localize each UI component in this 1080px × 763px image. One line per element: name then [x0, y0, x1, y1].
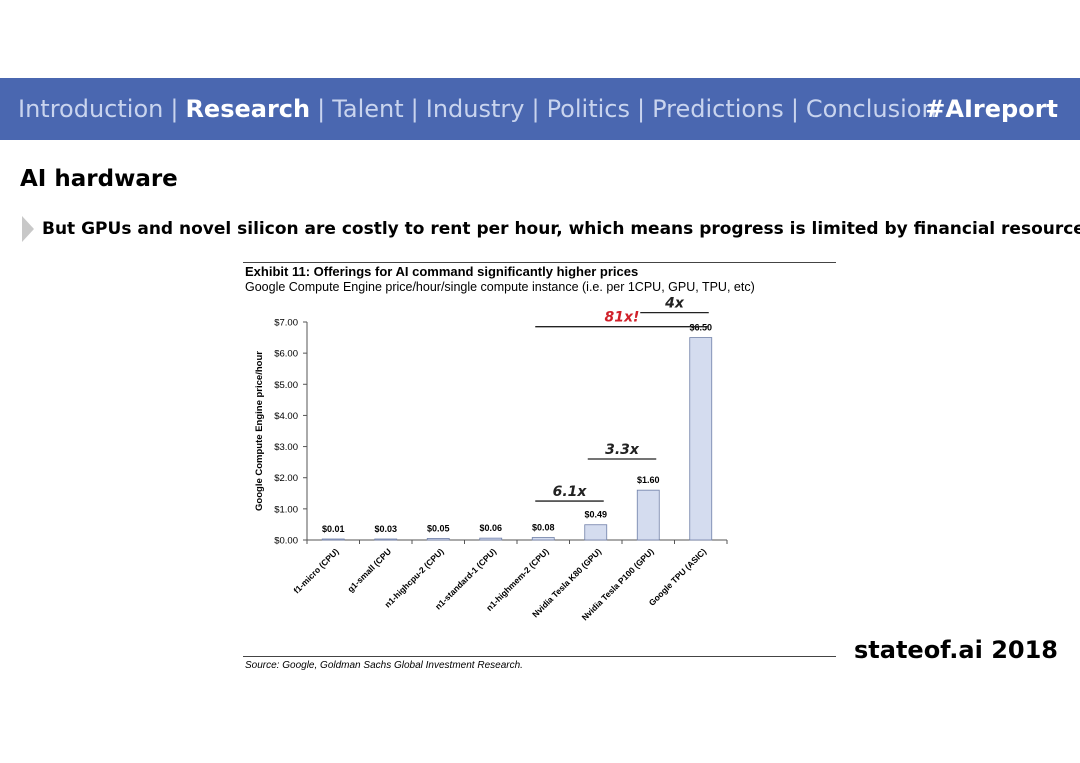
y-axis-label: Google Compute Engine price/hour [254, 351, 265, 511]
bullet-point: But GPUs and novel silicon are costly to… [22, 216, 1080, 242]
nav-item-research[interactable]: Research [185, 95, 311, 123]
exhibit-source: Source: Google, Goldman Sachs Global Inv… [245, 660, 523, 671]
y-tick-label: $5.00 [274, 380, 298, 391]
bar-value-label: $0.05 [427, 523, 450, 533]
y-tick-label: $6.00 [274, 349, 298, 360]
nav-item-politics[interactable]: Politics [546, 95, 630, 123]
nav-item-talent[interactable]: Talent [332, 95, 404, 123]
y-tick-label: $0.00 [274, 536, 298, 547]
exhibit-top-rule [243, 262, 836, 263]
bar-value-label: $1.60 [637, 475, 660, 485]
bullet-arrow-icon [22, 216, 34, 242]
top-nav-bar: Introduction | Research | Talent | Industry | Po… [0, 78, 1080, 140]
nav-separator: | [317, 95, 326, 123]
bar-value-label: $0.03 [374, 524, 397, 534]
hashtag-label: #AIreport [925, 95, 1058, 123]
x-tick-label: g1-small (CPU [345, 546, 393, 594]
nav-item-conclusion[interactable]: Conclusion [805, 95, 937, 123]
annotation-label: 3.3x [605, 442, 640, 458]
bar-4 [531, 537, 555, 541]
footer-brand: stateof.ai 2018 [853, 636, 1058, 664]
y-tick-label: $1.00 [274, 504, 298, 515]
y-tick-label: $7.00 [274, 318, 298, 329]
y-tick-label: $2.00 [274, 473, 298, 484]
price-bar-chart: Google Compute Engine price/hour $0.00 $1.… [254, 296, 728, 622]
nav-separator: | [531, 95, 540, 123]
nav-separator: | [636, 95, 646, 123]
bar-1 [374, 538, 398, 541]
bar-5 [584, 524, 608, 541]
nav-item-introduction[interactable]: Introduction [18, 95, 164, 123]
exhibit-bottom-rule [243, 656, 836, 657]
nav-item-predictions[interactable]: Predictions [652, 95, 784, 123]
bar-0 [321, 538, 345, 541]
section-nav: Introduction | Research | Talent | Industry | Po… [18, 78, 937, 140]
annotation-label: 81x! [605, 310, 640, 326]
nav-separator: | [410, 95, 419, 123]
exhibit-subtitle: Google Compute Engine price/hour/single … [245, 280, 755, 294]
bullet-text: But GPUs and novel silicon are costly to… [42, 219, 1080, 239]
x-tick-label: Google TPU (ASIC) [647, 546, 709, 608]
bar-7 [689, 337, 713, 541]
bar-6 [636, 489, 660, 541]
bar-3 [479, 537, 503, 541]
bar-value-label: $0.01 [322, 524, 345, 534]
bar-value-label: $6.50 [689, 323, 712, 333]
x-tick-label: f1-micro (CPU) [292, 546, 341, 595]
nav-item-industry[interactable]: Industry [425, 95, 525, 123]
bar-2 [426, 538, 450, 541]
nav-separator: | [790, 95, 799, 123]
bar-value-label: $0.49 [584, 510, 607, 520]
bar-value-label: $0.06 [479, 523, 502, 533]
slide-title: AI hardware [20, 166, 178, 192]
y-tick-label: $3.00 [274, 442, 298, 453]
nav-separator: | [170, 95, 179, 123]
annotation-label: 6.1x [553, 484, 588, 500]
exhibit-title: Exhibit 11: Offerings for AI command sig… [245, 264, 639, 279]
bar-value-label: $0.08 [532, 523, 555, 533]
annotation-label: 4x [664, 296, 685, 312]
exhibit-figure: Exhibit 11: Offerings for AI command sig… [243, 262, 836, 674]
y-tick-label: $4.00 [274, 411, 298, 422]
